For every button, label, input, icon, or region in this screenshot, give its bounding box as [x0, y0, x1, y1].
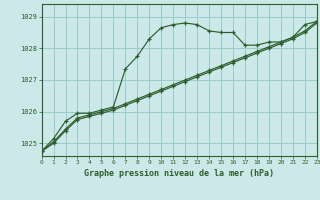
X-axis label: Graphe pression niveau de la mer (hPa): Graphe pression niveau de la mer (hPa): [84, 169, 274, 178]
